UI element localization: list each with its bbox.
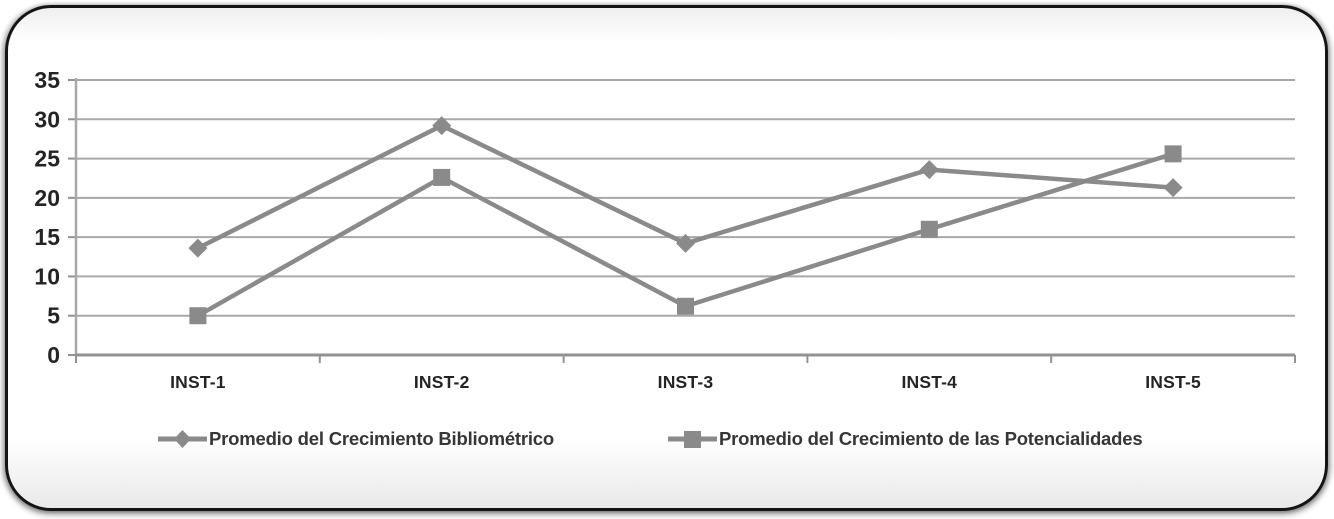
diamond-data-point — [919, 160, 939, 180]
y-tick-label: 35 — [34, 67, 60, 93]
diamond-data-point — [676, 233, 695, 253]
square-data-point — [1164, 145, 1182, 163]
square-marker-icon — [668, 431, 717, 448]
y-tick-label: 0 — [47, 342, 60, 368]
y-tick-label: 20 — [34, 185, 60, 211]
diamond-data-point — [188, 238, 208, 258]
series-line-diamond — [195, 123, 1176, 251]
legend-label-bibliometrico: Promedio del Crecimiento Bibliométrico — [209, 428, 554, 449]
x-category-label: INST-5 — [1145, 372, 1201, 392]
chart-legend: Promedio del Crecimiento Bibliométrico P… — [0, 426, 1334, 454]
x-category-label: INST-1 — [170, 372, 226, 392]
y-tick-label: 15 — [34, 224, 60, 250]
y-tick-label: 10 — [34, 263, 60, 289]
legend-label-potencialidades: Promedio del Crecimiento de las Potencia… — [719, 428, 1143, 449]
x-category-label: INST-4 — [901, 372, 957, 392]
y-tick-label: 30 — [34, 106, 60, 132]
y-tick-label: 5 — [47, 303, 60, 329]
square-data-point — [920, 220, 938, 238]
square-data-point — [677, 297, 694, 315]
legend-item-potencialidades: Promedio del Crecimiento de las Potencia… — [668, 426, 1143, 452]
x-category-label: INST-2 — [414, 372, 470, 392]
diamond-data-point — [432, 116, 452, 136]
legend-item-bibliometrico: Promedio del Crecimiento Bibliométrico — [158, 426, 554, 452]
diamond-data-point — [1163, 178, 1183, 198]
diamond-marker-icon — [158, 430, 207, 448]
y-tick-label: 25 — [34, 146, 60, 172]
square-data-point — [433, 168, 451, 186]
square-data-point — [189, 307, 207, 325]
x-category-label: INST-3 — [658, 372, 714, 392]
chart-frame — [5, 5, 1328, 511]
